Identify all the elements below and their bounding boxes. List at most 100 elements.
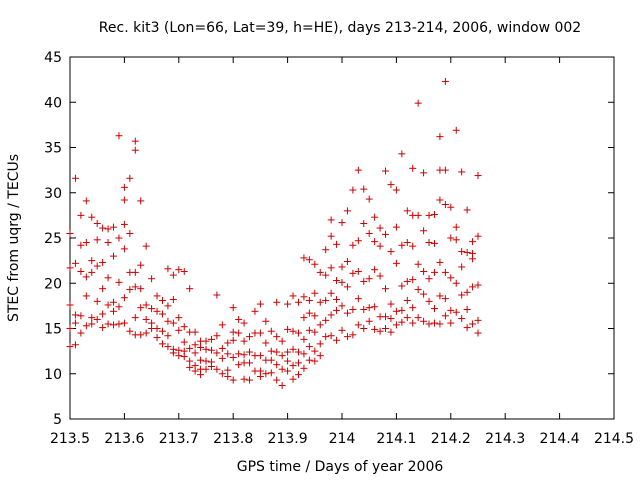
data-point <box>387 248 395 256</box>
data-point <box>66 229 74 237</box>
data-point <box>343 333 351 341</box>
data-point <box>447 306 455 314</box>
data-point <box>191 349 199 357</box>
data-point <box>186 285 194 293</box>
data-point <box>262 339 270 347</box>
x-tick-label: 214 <box>329 431 356 447</box>
data-point <box>164 302 172 310</box>
data-point <box>180 267 188 275</box>
data-point <box>376 272 384 280</box>
data-point <box>88 257 96 265</box>
data-point <box>213 332 221 340</box>
data-point <box>235 315 243 323</box>
data-point <box>425 297 433 305</box>
data-point <box>202 357 210 365</box>
data-point <box>338 326 346 334</box>
data-point <box>186 363 194 371</box>
data-point <box>452 126 460 134</box>
data-point <box>316 352 324 360</box>
y-tick-label: 15 <box>44 322 62 338</box>
data-point <box>82 197 90 205</box>
data-point <box>316 321 324 329</box>
data-point <box>294 359 302 367</box>
data-point <box>262 317 270 325</box>
data-point <box>104 239 112 247</box>
data-point <box>164 332 172 340</box>
data-point <box>191 328 199 336</box>
data-point <box>115 234 123 242</box>
data-point <box>409 304 417 312</box>
data-point <box>71 259 79 267</box>
data-point <box>169 349 177 357</box>
data-point <box>316 340 324 348</box>
data-point <box>403 207 411 215</box>
data-point <box>120 245 128 253</box>
data-point <box>148 275 156 283</box>
data-point <box>441 77 449 85</box>
data-point <box>371 213 379 221</box>
data-point <box>240 319 248 327</box>
data-point <box>327 216 335 224</box>
data-point <box>137 261 145 269</box>
data-point <box>273 298 281 306</box>
data-point <box>213 365 221 373</box>
data-point <box>409 319 417 327</box>
data-point <box>77 241 85 249</box>
data-point <box>414 260 422 268</box>
data-point <box>126 286 134 294</box>
data-point <box>267 369 275 377</box>
data-point <box>180 353 188 361</box>
data-point <box>180 338 188 346</box>
data-point <box>197 356 205 364</box>
data-point <box>120 294 128 302</box>
data-point <box>327 332 335 340</box>
data-point <box>333 240 341 248</box>
data-point <box>414 314 422 322</box>
data-point <box>153 334 161 342</box>
data-point <box>294 329 302 337</box>
data-point <box>382 285 390 293</box>
data-point <box>376 242 384 250</box>
data-point <box>436 133 444 141</box>
data-point <box>392 223 400 231</box>
data-point <box>420 317 428 325</box>
y-tick-label: 40 <box>44 95 62 111</box>
data-point <box>175 352 183 360</box>
data-point <box>207 363 215 371</box>
data-point <box>414 286 422 294</box>
data-point <box>278 365 286 373</box>
data-point <box>452 308 460 316</box>
data-point <box>354 237 362 245</box>
data-point <box>153 292 161 300</box>
data-point <box>213 291 221 299</box>
data-point <box>99 324 107 332</box>
chart-title: Rec. kit3 (Lon=66, Lat=39, h=HE), days 2… <box>99 20 581 36</box>
data-point <box>66 301 74 309</box>
data-point <box>436 292 444 300</box>
data-point <box>322 271 330 279</box>
data-point <box>300 364 308 372</box>
y-tick-label: 30 <box>44 186 62 202</box>
data-point <box>305 356 313 364</box>
data-point <box>197 371 205 379</box>
data-point <box>256 352 264 360</box>
data-point <box>441 201 449 209</box>
data-point <box>110 298 118 306</box>
data-point <box>452 223 460 231</box>
data-point <box>436 258 444 266</box>
data-point <box>256 300 264 308</box>
data-point <box>99 258 107 266</box>
data-point <box>360 185 368 193</box>
data-point <box>333 277 341 285</box>
data-point <box>398 282 406 290</box>
data-point <box>82 239 90 247</box>
data-point <box>447 234 455 242</box>
data-point <box>414 99 422 107</box>
data-point <box>289 375 297 383</box>
data-point <box>463 305 471 313</box>
data-point <box>131 137 139 145</box>
data-point <box>202 337 210 345</box>
x-tick-label: 213.9 <box>268 431 308 447</box>
